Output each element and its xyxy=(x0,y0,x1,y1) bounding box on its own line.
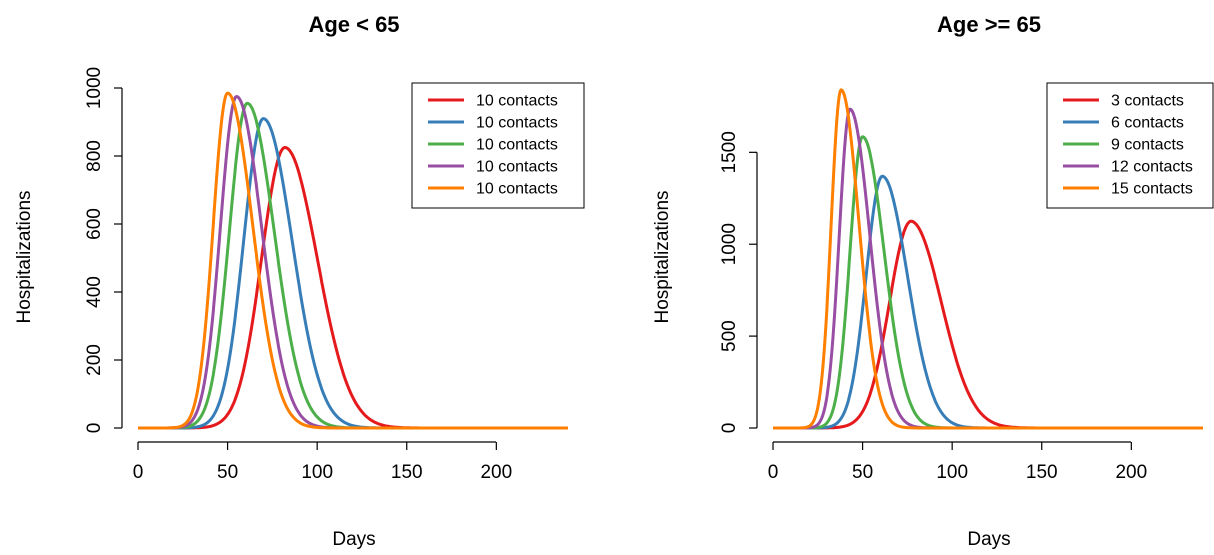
panel-65-plus: Age >= 65 Days Hospitalizations 0 50 100 15… xyxy=(652,12,1214,550)
legend-label: 15 contacts xyxy=(1111,181,1193,198)
legend: 3 contacts 6 contacts 9 contacts 12 contact… xyxy=(1046,82,1214,209)
x-axis-label: Days xyxy=(332,529,375,550)
legend: 10 contacts 10 contacts 10 contacts 10 cont… xyxy=(411,82,585,209)
panel-under-65: Age < 65 Days Hospitalizations 0 50 100 150… xyxy=(14,12,585,550)
legend-label: 10 contacts xyxy=(476,181,558,198)
legend-label: 3 contacts xyxy=(1111,93,1184,110)
plot-lines xyxy=(137,91,569,430)
x-tick-label: 150 xyxy=(1026,462,1058,483)
x-tick-label: 200 xyxy=(480,462,512,483)
x-tick-label: 50 xyxy=(217,462,238,483)
y-tick-label: 0 xyxy=(719,423,740,434)
y-tick-label: 200 xyxy=(84,344,105,376)
y-tick-label: 500 xyxy=(719,320,740,352)
y-tick-label: 800 xyxy=(84,140,105,172)
x-tick-label: 50 xyxy=(852,462,873,483)
plot-lines xyxy=(772,88,1204,430)
y-tick-label: 1000 xyxy=(719,223,740,265)
legend-label: 10 contacts xyxy=(476,93,558,110)
legend-label: 10 contacts xyxy=(476,159,558,176)
x-tick-label: 0 xyxy=(133,462,144,483)
x-axis: 0 50 100 150 200 xyxy=(133,441,512,483)
y-axis: 0 200 400 600 800 1000 xyxy=(84,67,123,434)
y-tick-label: 1000 xyxy=(84,67,105,109)
y-axis: 0 500 1000 1500 xyxy=(719,131,758,434)
x-tick-label: 200 xyxy=(1115,462,1147,483)
panel-title: Age >= 65 xyxy=(937,12,1041,37)
y-tick-label: 600 xyxy=(84,208,105,240)
x-axis: 0 50 100 150 200 xyxy=(768,441,1147,483)
series-line xyxy=(137,91,569,430)
x-tick-label: 0 xyxy=(768,462,779,483)
y-axis-label: Hospitalizations xyxy=(14,190,35,323)
y-tick-label: 1500 xyxy=(719,131,740,173)
legend-label: 9 contacts xyxy=(1111,137,1184,154)
legend-label: 10 contacts xyxy=(476,115,558,132)
x-tick-label: 150 xyxy=(391,462,423,483)
y-tick-label: 400 xyxy=(84,276,105,308)
x-tick-label: 100 xyxy=(301,462,333,483)
legend-label: 10 contacts xyxy=(476,137,558,154)
x-tick-label: 100 xyxy=(936,462,968,483)
panel-title: Age < 65 xyxy=(308,12,399,37)
x-axis-label: Days xyxy=(967,529,1010,550)
y-tick-label: 0 xyxy=(84,423,105,434)
legend-label: 6 contacts xyxy=(1111,115,1184,132)
series-line xyxy=(772,88,1204,430)
y-axis-label: Hospitalizations xyxy=(652,190,673,323)
legend-label: 12 contacts xyxy=(1111,159,1193,176)
